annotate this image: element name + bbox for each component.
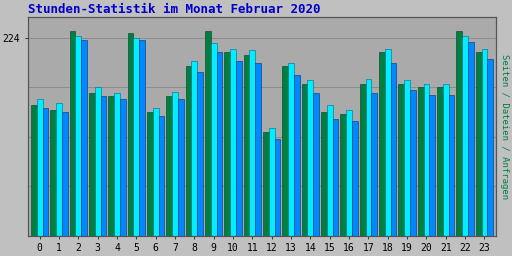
Bar — [366, 79, 371, 236]
Bar — [423, 84, 430, 236]
Bar — [197, 72, 203, 236]
Bar — [127, 33, 134, 236]
Bar — [482, 49, 487, 236]
Bar — [282, 66, 288, 236]
Bar — [476, 52, 482, 236]
Bar — [443, 84, 449, 236]
Bar — [352, 121, 358, 236]
Bar — [398, 84, 404, 236]
Bar — [70, 31, 75, 236]
Bar — [109, 96, 114, 236]
Bar — [313, 93, 319, 236]
Bar — [186, 66, 191, 236]
Bar — [346, 110, 352, 236]
Bar — [456, 31, 462, 236]
Bar — [31, 105, 37, 236]
Bar — [134, 38, 139, 236]
Bar — [321, 112, 327, 236]
Bar — [191, 61, 197, 236]
Bar — [360, 84, 366, 236]
Bar — [172, 92, 178, 236]
Bar — [62, 112, 68, 236]
Bar — [114, 93, 120, 236]
Bar — [81, 40, 87, 236]
Bar — [75, 36, 81, 236]
Bar — [418, 88, 423, 236]
Bar — [294, 75, 300, 236]
Bar — [391, 63, 396, 236]
Bar — [404, 80, 410, 236]
Bar — [430, 94, 435, 236]
Bar — [269, 128, 274, 236]
Bar — [410, 90, 416, 236]
Bar — [230, 49, 236, 236]
Bar — [95, 88, 100, 236]
Bar — [159, 116, 164, 236]
Bar — [236, 61, 242, 236]
Text: Stunden-Statistik im Monat Februar 2020: Stunden-Statistik im Monat Februar 2020 — [28, 3, 321, 16]
Bar — [89, 93, 95, 236]
Bar — [100, 96, 106, 236]
Bar — [249, 50, 255, 236]
Bar — [468, 42, 474, 236]
Bar — [224, 52, 230, 236]
Bar — [37, 99, 42, 236]
Bar — [340, 114, 346, 236]
Bar — [371, 93, 377, 236]
Bar — [50, 110, 56, 236]
Bar — [244, 55, 249, 236]
Bar — [147, 112, 153, 236]
Bar — [42, 108, 48, 236]
Bar — [263, 132, 269, 236]
Bar — [449, 94, 455, 236]
Bar — [308, 80, 313, 236]
Bar — [379, 52, 385, 236]
Bar — [327, 105, 333, 236]
Bar — [288, 63, 294, 236]
Bar — [178, 99, 184, 236]
Bar — [56, 103, 62, 236]
Bar — [462, 36, 468, 236]
Bar — [166, 96, 172, 236]
Bar — [333, 119, 338, 236]
Bar — [153, 108, 159, 236]
Bar — [211, 44, 217, 236]
Bar — [437, 88, 443, 236]
Bar — [487, 59, 493, 236]
Bar — [120, 99, 126, 236]
Bar — [302, 84, 308, 236]
Bar — [255, 63, 261, 236]
Bar — [385, 49, 391, 236]
Bar — [217, 52, 222, 236]
Y-axis label: Seiten / Dateien / Anfragen: Seiten / Dateien / Anfragen — [500, 54, 509, 199]
Bar — [139, 40, 145, 236]
Bar — [274, 138, 281, 236]
Bar — [205, 31, 211, 236]
